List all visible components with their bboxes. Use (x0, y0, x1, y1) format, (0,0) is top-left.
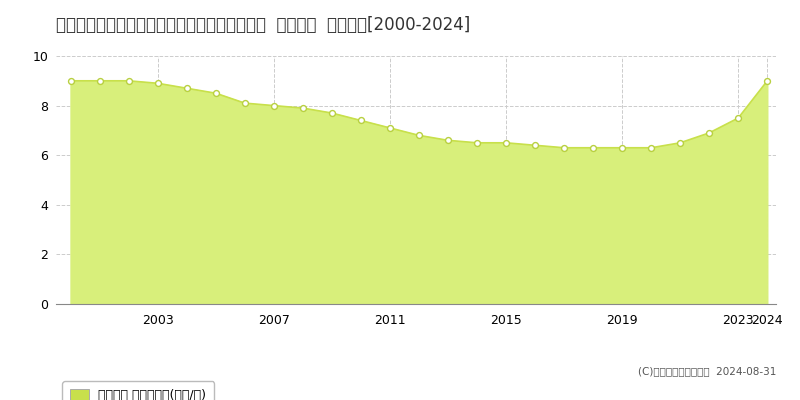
Point (296, 105, 309, 111)
Point (413, 132, 426, 138)
Point (180, 85, 193, 92)
Point (238, 100, 251, 106)
Point (151, 80, 164, 86)
Text: (C)土地価格ドットコム  2024-08-31: (C)土地価格ドットコム 2024-08-31 (638, 366, 776, 376)
Point (267, 102, 280, 109)
Point (558, 144, 570, 151)
Point (586, 144, 599, 151)
Point (616, 144, 629, 151)
Point (122, 78, 135, 84)
Point (326, 110, 338, 116)
Point (674, 140, 686, 146)
Point (442, 137, 454, 144)
Point (703, 130, 716, 136)
Point (470, 140, 483, 146)
Point (354, 117, 367, 124)
Point (499, 140, 513, 146)
Point (645, 144, 658, 151)
Point (64, 78, 77, 84)
Text: 北海道中川郡幕別町札内あかしや町４７番２３  地価公示  地価推移[2000-2024]: 北海道中川郡幕別町札内あかしや町４７番２３ 地価公示 地価推移[2000-202… (56, 16, 470, 34)
Point (761, 78, 774, 84)
Point (529, 142, 542, 148)
Point (93, 78, 106, 84)
Point (383, 125, 396, 131)
Point (732, 115, 745, 121)
Point (210, 90, 222, 96)
Legend: 地価公示 平均坪単価(万円/坪): 地価公示 平均坪単価(万円/坪) (62, 381, 214, 400)
